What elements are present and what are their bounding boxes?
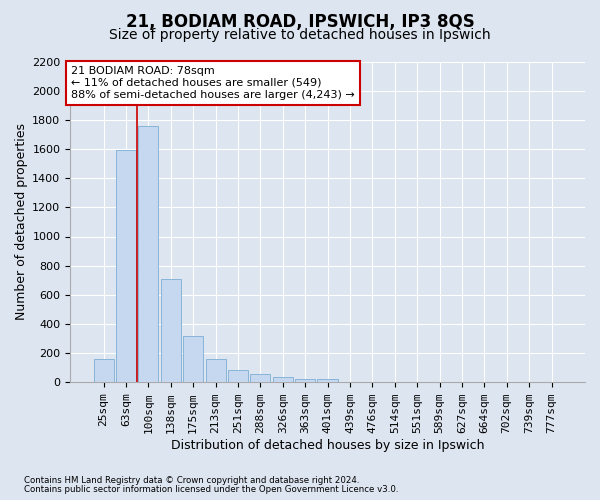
Bar — [228, 370, 248, 382]
Text: Contains public sector information licensed under the Open Government Licence v3: Contains public sector information licen… — [24, 485, 398, 494]
Bar — [116, 150, 136, 382]
Bar — [273, 377, 293, 382]
Bar — [206, 359, 226, 382]
Text: Size of property relative to detached houses in Ipswich: Size of property relative to detached ho… — [109, 28, 491, 42]
Bar — [250, 374, 271, 382]
Bar — [94, 359, 113, 382]
Text: 21 BODIAM ROAD: 78sqm
← 11% of detached houses are smaller (549)
88% of semi-det: 21 BODIAM ROAD: 78sqm ← 11% of detached … — [71, 66, 355, 100]
Bar — [295, 378, 315, 382]
Text: 21, BODIAM ROAD, IPSWICH, IP3 8QS: 21, BODIAM ROAD, IPSWICH, IP3 8QS — [125, 12, 475, 30]
Y-axis label: Number of detached properties: Number of detached properties — [15, 124, 28, 320]
Bar — [139, 126, 158, 382]
X-axis label: Distribution of detached houses by size in Ipswich: Distribution of detached houses by size … — [171, 440, 484, 452]
Bar — [183, 336, 203, 382]
Text: Contains HM Land Registry data © Crown copyright and database right 2024.: Contains HM Land Registry data © Crown c… — [24, 476, 359, 485]
Bar — [161, 279, 181, 382]
Bar — [317, 380, 338, 382]
